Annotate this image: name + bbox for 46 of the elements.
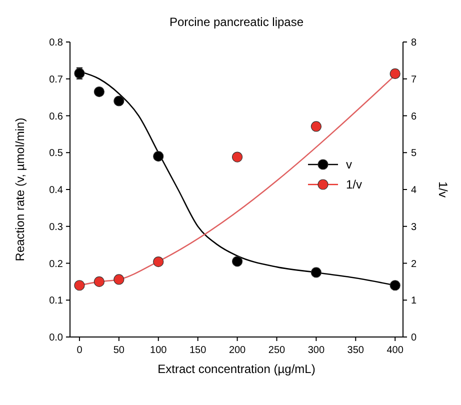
y2-axis-title: 1/v bbox=[436, 181, 450, 198]
chart-title: Porcine pancreatic lipase bbox=[169, 15, 304, 29]
x-tick-label: 250 bbox=[268, 345, 286, 356]
x-tick-label: 350 bbox=[347, 345, 364, 356]
x-tick-label: 50 bbox=[113, 345, 125, 356]
y-tick-label: 0.2 bbox=[49, 258, 64, 270]
y-tick-label: 0.8 bbox=[49, 38, 64, 48]
point bbox=[310, 267, 322, 278]
y2-tick-label: 8 bbox=[411, 38, 417, 48]
point bbox=[232, 152, 243, 162]
y2-tick-label: 2 bbox=[411, 258, 417, 270]
point bbox=[390, 68, 400, 80]
point bbox=[153, 151, 164, 162]
y-tick-label: 0.1 bbox=[49, 296, 64, 307]
y-tick-label: 0.3 bbox=[49, 222, 64, 233]
y-axis-title: Reaction rate (v, µmol/min) bbox=[13, 118, 27, 262]
point bbox=[153, 256, 164, 268]
point bbox=[390, 280, 400, 291]
y2-tick-label: 5 bbox=[411, 148, 417, 160]
y2-tick-label: 0 bbox=[411, 332, 417, 344]
x-tick-label: 200 bbox=[228, 345, 246, 356]
point bbox=[114, 96, 124, 106]
y-tick-label: 0.7 bbox=[49, 74, 64, 86]
y-tick-label: 0.5 bbox=[49, 148, 64, 160]
x-tick-label: 100 bbox=[150, 345, 168, 356]
legend-label: 1/v bbox=[346, 178, 362, 192]
point bbox=[232, 256, 243, 267]
x-tick-label: 400 bbox=[386, 345, 404, 356]
y2-tick-label: 1 bbox=[411, 296, 417, 307]
y-tick-label: 0.6 bbox=[49, 111, 64, 122]
point bbox=[94, 276, 104, 287]
x-tick-label: 300 bbox=[308, 345, 325, 356]
x-tick-label: 150 bbox=[189, 345, 207, 356]
y2-tick-label: 6 bbox=[411, 111, 417, 122]
point bbox=[114, 274, 124, 285]
point bbox=[310, 121, 322, 132]
point bbox=[74, 280, 85, 291]
x-tick-label: 0 bbox=[76, 345, 83, 356]
y-tick-label: 0.4 bbox=[49, 185, 64, 196]
legend-label: v bbox=[346, 158, 352, 172]
y2-tick-label: 4 bbox=[411, 185, 417, 196]
y-tick-label: 0.0 bbox=[49, 332, 64, 344]
x-axis-title: Extract concentration (µg/mL) bbox=[158, 362, 316, 376]
y2-tick-label: 3 bbox=[411, 222, 417, 233]
y2-tick-label: 7 bbox=[411, 74, 417, 86]
point bbox=[94, 86, 104, 98]
